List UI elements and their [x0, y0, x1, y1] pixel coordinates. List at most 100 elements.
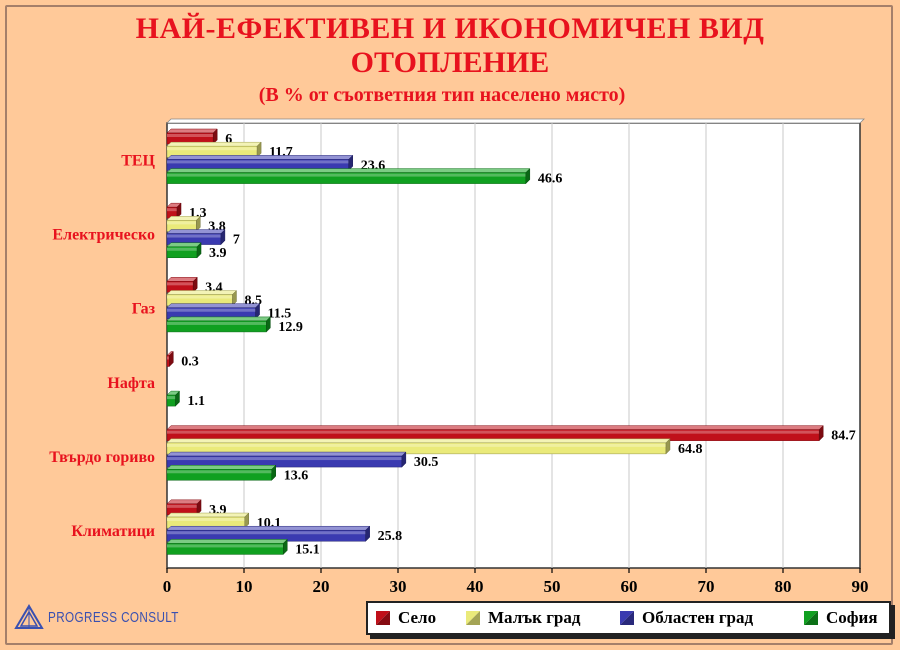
bar-highlight: [167, 470, 272, 474]
category-label: Твърдо гориво: [49, 449, 155, 466]
bar-end: [196, 499, 202, 516]
company-logo: PROGRESS CONSULT: [14, 604, 216, 630]
chart-subtitle: (В % от съответния тип населено място): [258, 84, 626, 106]
bar-highlight: [167, 173, 526, 177]
plot-area: [166, 122, 861, 569]
bar-highlight: [167, 356, 170, 360]
bar-end: [232, 289, 237, 307]
bar-highlight: [167, 221, 197, 225]
bar-top: [166, 425, 824, 430]
bar-top: [166, 525, 371, 531]
category-label: Климатици: [71, 523, 155, 540]
bar-end: [271, 464, 276, 481]
data-label: 25.8: [378, 529, 403, 544]
x-tick-label: 0: [163, 577, 172, 596]
bar-end: [266, 316, 271, 333]
chart-legend: Село Малък град Областен град София: [366, 601, 891, 635]
data-label: 6: [225, 132, 232, 147]
bar-end: [220, 228, 226, 246]
category-label: Газ: [132, 301, 156, 318]
bar-highlight: [167, 234, 221, 238]
data-label: 15.1: [295, 542, 320, 557]
bar-top: [166, 242, 202, 248]
bar-top: [166, 277, 198, 282]
category-label: ТЕЦ: [121, 152, 155, 169]
data-label: 1.1: [187, 394, 205, 409]
data-label: 30.5: [414, 455, 439, 470]
bar-highlight: [167, 518, 245, 522]
bar-end: [196, 215, 201, 232]
category-label: Електрическо: [52, 227, 155, 244]
chart-title-line-2: ОТОПЛЕНИЕ: [350, 46, 550, 79]
bar-highlight: [167, 282, 194, 286]
bar-end: [348, 154, 353, 172]
bar-top: [166, 499, 202, 505]
bar-highlight: [167, 504, 198, 508]
chart-title-line-1: НАЙ-ЕФЕКТИВЕН И ИКОНОМИЧЕН ВИД: [135, 12, 765, 45]
bar-highlight: [167, 430, 820, 434]
bar-top: [166, 168, 531, 173]
bar-end: [169, 350, 174, 368]
x-tick-label: 80: [775, 577, 792, 596]
bar-highlight: [167, 457, 402, 461]
bar-top: [166, 141, 262, 147]
bar-highlight: [167, 247, 198, 251]
bar-highlight: [167, 160, 349, 164]
bar-top: [166, 155, 354, 160]
data-label: 12.9: [278, 320, 303, 335]
bar-highlight: [167, 295, 233, 299]
bar-top: [166, 216, 201, 221]
legend-label: Областен град: [642, 608, 754, 627]
legend-item: Малък град: [466, 608, 580, 628]
bar-end: [256, 141, 262, 158]
bar-top: [166, 316, 271, 322]
bar-highlight: [167, 531, 366, 535]
legend-item: Село: [376, 608, 436, 628]
bar-top: [166, 128, 218, 134]
data-label: 11.5: [268, 307, 292, 322]
bar-top: [166, 290, 238, 295]
data-label: 7: [233, 233, 240, 248]
bar-end: [196, 242, 202, 259]
legend-swatch: [376, 611, 390, 625]
bar-top: [166, 451, 407, 457]
category-label: Нафта: [107, 375, 155, 392]
x-tick-label: 60: [621, 577, 638, 596]
x-tick-label: 30: [390, 577, 407, 596]
data-label: 13.6: [284, 468, 309, 483]
plot-depth-top: [166, 118, 865, 124]
bar-end: [401, 451, 407, 468]
bar-top: [166, 465, 277, 470]
legend-item: Областен град: [620, 608, 753, 628]
bar-highlight: [167, 208, 178, 212]
bar-highlight: [167, 308, 256, 312]
x-tick-label: 70: [698, 577, 715, 596]
legend-label: Село: [398, 608, 437, 627]
legend-swatch: [804, 611, 818, 625]
bar-top: [166, 438, 671, 444]
logo-icon: [14, 604, 44, 629]
bar-highlight: [167, 134, 214, 137]
bar-end: [818, 425, 824, 442]
bar-top: [166, 512, 250, 518]
bar-end: [525, 167, 531, 185]
bar-highlight: [167, 321, 267, 325]
data-label: 0.3: [181, 355, 199, 370]
bar-top: [166, 539, 288, 544]
bar-end: [175, 390, 180, 407]
x-tick-label: 10: [236, 577, 253, 596]
logo-text: PROGRESS CONSULT: [48, 608, 179, 626]
legend-item: София: [804, 608, 878, 628]
data-label: 3.9: [209, 246, 227, 261]
chart-frame: [5, 5, 893, 645]
x-tick-label: 90: [852, 577, 869, 596]
data-label: 64.8: [678, 442, 703, 457]
legend-label: Малък град: [488, 608, 581, 627]
bar-top: [166, 229, 226, 234]
bar-end: [244, 512, 250, 529]
bar-end: [665, 438, 671, 455]
legend-label: София: [826, 608, 878, 627]
bar-highlight: [167, 544, 284, 548]
bar-end: [192, 276, 198, 293]
